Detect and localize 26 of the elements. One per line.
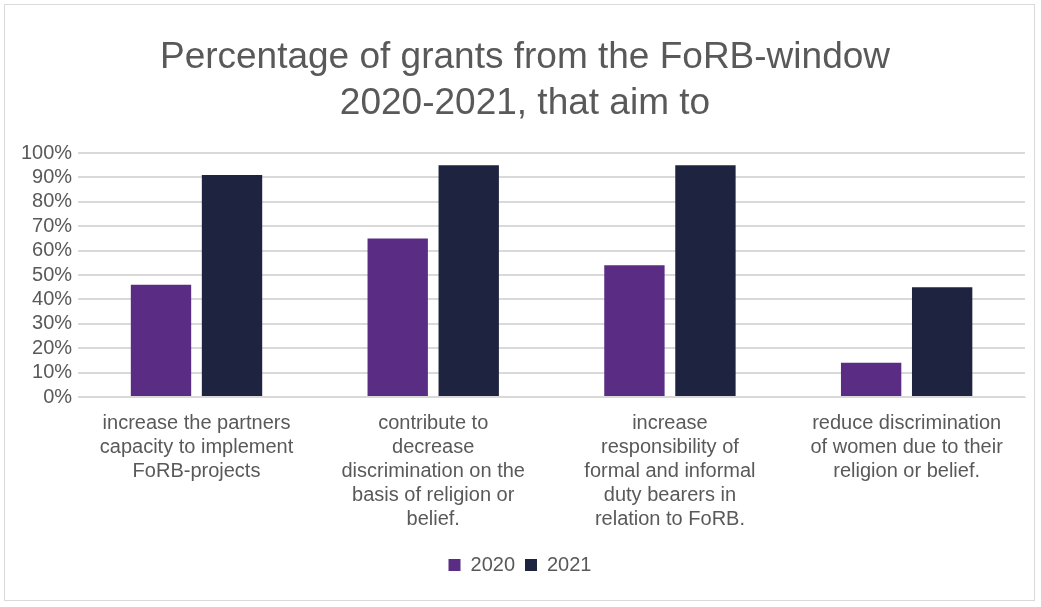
y-tick-label: 30%: [32, 311, 73, 334]
y-tick-label: 100%: [21, 140, 73, 163]
y-tick-label: 20%: [32, 335, 73, 358]
y-tick-label: 60%: [32, 238, 73, 261]
x-tick-label: reduce discrimination of women due to their religion or belief.: [810, 410, 1004, 481]
x-tick-label: contribute to decrease discrimination on the basis of religion or belief.: [341, 410, 525, 529]
y-tick-label: 50%: [32, 262, 73, 285]
y-tick-label: 40%: [32, 286, 73, 309]
x-tick-label: increase responsibility of formal and informal duty bearers in relation to FoRB.: [584, 410, 756, 529]
y-tick-label: 80%: [32, 189, 73, 212]
bar: [911, 287, 973, 396]
y-tick-label: 10%: [32, 360, 73, 383]
chart-title: Percentage of grants from the FoRB-window 2020-2021, that aim to: [158, 34, 892, 124]
bar: [367, 238, 428, 396]
legend-label: 2021: [547, 552, 592, 575]
y-tick-label: 90%: [32, 164, 73, 187]
y-tick-label: 70%: [32, 213, 73, 236]
bar: [604, 265, 665, 396]
bar: [840, 362, 902, 396]
bar: [675, 165, 736, 396]
legend-label: 2020: [470, 552, 516, 575]
bar: [438, 165, 499, 396]
bar: [130, 284, 192, 396]
x-tick-label: increase the partners capacity to implement FoRB-projects: [99, 410, 294, 481]
y-tick-label: 0%: [43, 384, 73, 407]
bar: [201, 174, 263, 396]
